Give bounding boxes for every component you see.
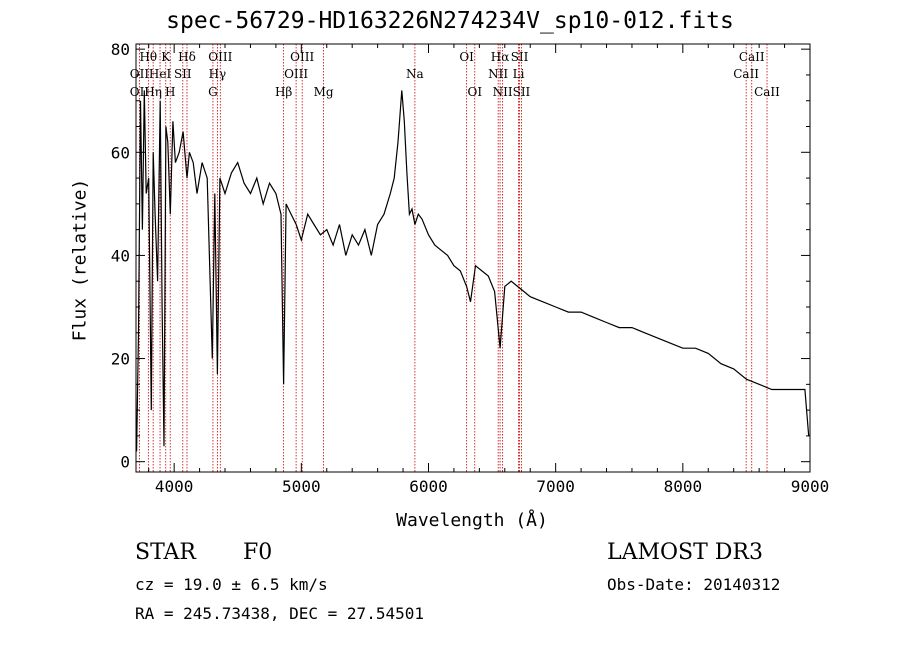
y-axis-label: Flux (relative)	[69, 178, 91, 342]
spectrum-line	[136, 90, 810, 452]
x-tick-label: 9000	[791, 477, 830, 496]
x-tick-label: 8000	[664, 477, 703, 496]
plot-frame	[135, 43, 811, 473]
spectral-line-label: OI	[467, 85, 482, 99]
spectral-line-label: K	[161, 50, 171, 64]
x-tick-label: 7000	[536, 477, 575, 496]
y-tick-label: 40	[111, 246, 130, 265]
y-tick-label: 60	[111, 143, 130, 162]
coordinates: RA = 245.73438, DEC = 27.54501	[135, 604, 424, 623]
object-subclass: F0	[243, 540, 273, 565]
spectral-line-label: Hβ	[275, 85, 292, 99]
x-axis-ticks: 4000 5000 6000 7000 8000 9000	[148, 44, 830, 496]
spectral-line-markers	[139, 44, 768, 472]
spectral-line-label: SII	[513, 85, 531, 99]
spectral-line-label: Li	[513, 67, 525, 81]
spectral-line-label: H	[165, 85, 175, 99]
x-axis-label: Wavelength (Å)	[396, 510, 548, 531]
spectral-line-label: Mg	[314, 85, 334, 99]
spectral-line-label: OI	[459, 50, 474, 64]
chart-title: spec-56729-HD163226N274234V_sp10-012.fit…	[166, 8, 734, 34]
y-tick-label: 20	[111, 350, 130, 369]
spectral-line-label: CaII	[733, 67, 759, 81]
spectral-line-label: Hγ	[209, 67, 227, 81]
x-tick-label: 5000	[282, 477, 321, 496]
spectral-line-label: OIII	[208, 50, 232, 64]
observation-date: Obs-Date: 20140312	[607, 575, 781, 594]
spectral-line-label: HeI	[149, 67, 172, 81]
spectral-line-label: OIII	[284, 67, 308, 81]
y-tick-label: 0	[120, 453, 130, 472]
spectral-line-label: OIII	[290, 50, 314, 64]
survey-name: LAMOST DR3	[607, 540, 763, 565]
y-tick-label: 80	[111, 40, 130, 59]
spectral-line-label: G	[208, 85, 218, 99]
spectral-line-label: Na	[406, 67, 424, 81]
spectral-line-label: SII	[511, 50, 529, 64]
y-axis-ticks: 0 20 40 60 80	[111, 40, 810, 472]
spectral-line-label: OII	[130, 67, 150, 81]
x-tick-label: 4000	[155, 477, 194, 496]
spectral-line-label: Hθ	[139, 50, 157, 64]
x-tick-label: 6000	[409, 477, 448, 496]
spectral-line-label: Hη	[144, 85, 162, 99]
spectral-line-label: SII	[174, 67, 192, 81]
spectral-line-label: NII	[493, 85, 513, 99]
spectral-line-label: NII	[488, 67, 508, 81]
redshift-velocity: cz = 19.0 ± 6.5 km/s	[135, 575, 328, 594]
spectral-line-label: CaII	[754, 85, 780, 99]
spectral-line-label: Hα	[491, 50, 510, 64]
spectral-line-label: CaII	[739, 50, 765, 64]
spectral-line-label: Hδ	[178, 50, 196, 64]
object-class: STAR	[135, 540, 196, 565]
